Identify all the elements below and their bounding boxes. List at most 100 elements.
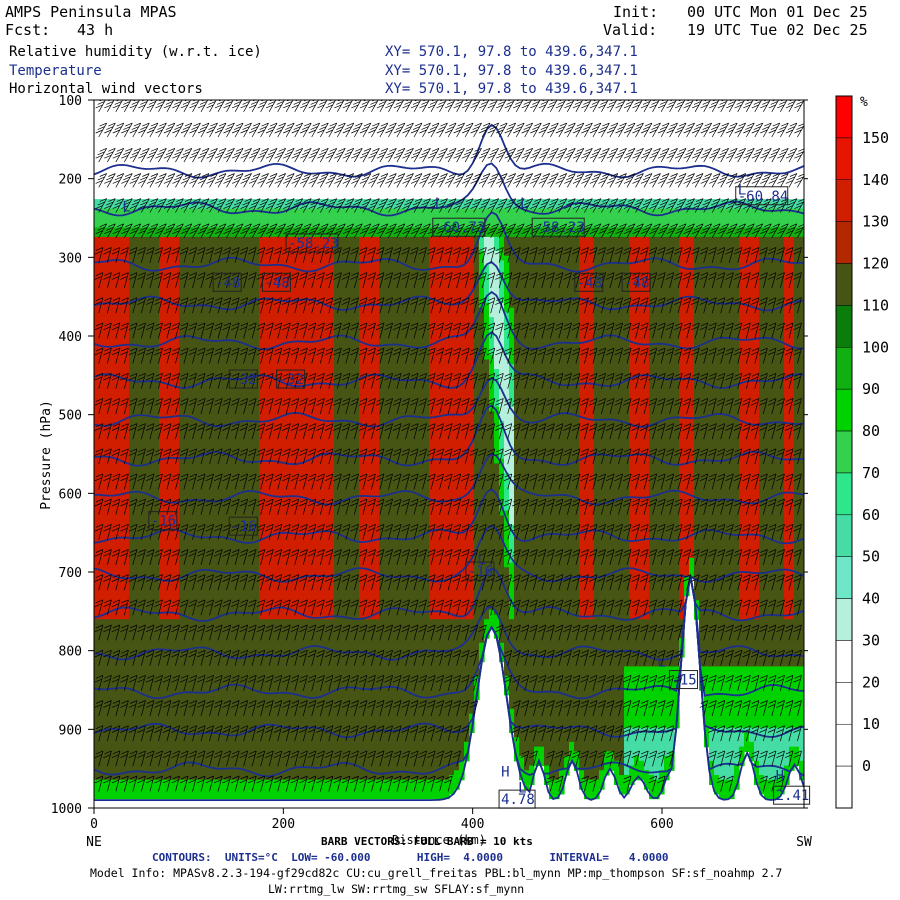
rh-cell bbox=[159, 435, 165, 441]
rh-cell bbox=[109, 708, 115, 715]
rh-cell bbox=[234, 161, 240, 167]
rh-cell bbox=[129, 623, 135, 630]
rh-cell bbox=[134, 638, 140, 644]
rh-cell bbox=[99, 369, 105, 375]
rh-cell bbox=[124, 383, 130, 389]
rh-cell bbox=[214, 133, 220, 139]
rh-cell bbox=[234, 241, 240, 247]
rh-cell bbox=[99, 137, 105, 144]
rh-cell bbox=[169, 317, 175, 323]
rh-cell bbox=[199, 109, 205, 115]
rh-cell bbox=[109, 779, 115, 785]
rh-cell bbox=[209, 746, 215, 752]
rh-cell bbox=[109, 628, 115, 634]
rh-cell bbox=[184, 633, 190, 639]
rh-cell bbox=[124, 595, 130, 601]
rh-cell bbox=[154, 406, 160, 413]
rh-cell bbox=[209, 727, 215, 734]
rh-cell bbox=[244, 718, 250, 724]
rh-cell bbox=[234, 619, 240, 625]
rh-cell bbox=[104, 109, 110, 115]
rh-cell bbox=[219, 770, 225, 776]
rh-cell bbox=[159, 218, 165, 224]
rh-cell bbox=[209, 199, 215, 205]
rh-cell bbox=[214, 557, 220, 564]
rh-cell bbox=[99, 553, 105, 559]
rh-cell bbox=[224, 444, 230, 450]
rh-cell bbox=[109, 402, 115, 408]
rh-cell bbox=[169, 170, 175, 177]
rh-cell bbox=[154, 359, 160, 365]
rh-cell bbox=[179, 534, 185, 540]
rh-cell bbox=[179, 642, 185, 649]
rh-cell bbox=[204, 595, 210, 601]
rh-cell bbox=[164, 302, 170, 309]
rh-cell bbox=[194, 746, 200, 752]
rh-cell bbox=[169, 133, 175, 139]
rh-cell bbox=[134, 265, 140, 271]
rh-cell bbox=[114, 529, 120, 535]
rh-cell bbox=[214, 463, 220, 469]
rh-cell bbox=[94, 142, 100, 148]
rh-cell bbox=[249, 170, 255, 177]
rh-cell bbox=[94, 397, 100, 403]
rh-cell bbox=[224, 100, 230, 106]
rh-cell bbox=[104, 505, 110, 512]
rh-cell bbox=[204, 685, 210, 691]
rh-cell bbox=[164, 279, 170, 285]
rh-cell bbox=[244, 392, 250, 398]
rh-cell bbox=[194, 387, 200, 394]
rh-cell bbox=[174, 227, 180, 233]
rh-cell bbox=[169, 751, 175, 757]
rh-cell bbox=[219, 354, 225, 361]
rh-cell bbox=[124, 619, 130, 625]
rh-cell bbox=[179, 515, 185, 521]
rh-cell bbox=[159, 137, 165, 144]
rh-cell bbox=[174, 718, 180, 724]
rh-cell bbox=[94, 666, 100, 672]
rh-cell bbox=[259, 340, 265, 347]
rh-cell bbox=[114, 675, 120, 682]
rh-cell bbox=[244, 213, 250, 219]
rh-cell bbox=[159, 260, 165, 266]
rh-cell bbox=[254, 557, 260, 564]
rh-cell bbox=[219, 383, 225, 389]
rh-cell bbox=[209, 406, 215, 413]
rh-cell bbox=[209, 501, 215, 507]
rh-cell bbox=[154, 756, 160, 762]
rh-cell bbox=[109, 576, 115, 583]
rh-cell bbox=[189, 387, 195, 394]
rh-cell bbox=[149, 170, 155, 177]
rh-cell bbox=[124, 529, 130, 535]
rh-cell bbox=[174, 609, 180, 616]
rh-cell bbox=[174, 765, 180, 771]
rh-cell bbox=[254, 472, 260, 479]
rh-cell bbox=[189, 581, 195, 587]
rh-cell bbox=[214, 633, 220, 639]
rh-cell bbox=[164, 765, 170, 771]
rh-cell bbox=[164, 463, 170, 469]
rh-cell bbox=[149, 406, 155, 413]
rh-cell bbox=[169, 331, 175, 337]
rh-cell bbox=[169, 397, 175, 403]
rh-cell bbox=[209, 463, 215, 469]
rh-cell bbox=[169, 241, 175, 247]
rh-cell bbox=[204, 482, 210, 488]
rh-cell bbox=[144, 529, 150, 535]
rh-cell bbox=[159, 633, 165, 639]
rh-cell bbox=[219, 241, 225, 247]
rh-cell bbox=[114, 222, 120, 229]
rh-cell bbox=[194, 180, 200, 186]
rh-cell bbox=[119, 652, 125, 658]
rh-cell bbox=[124, 373, 130, 380]
rh-cell bbox=[209, 642, 215, 649]
rh-cell bbox=[149, 350, 155, 356]
rh-cell bbox=[109, 104, 115, 111]
rh-cell bbox=[204, 557, 210, 564]
rh-cell bbox=[104, 364, 110, 370]
rh-cell bbox=[124, 600, 130, 606]
rh-cell bbox=[189, 269, 195, 276]
rh-cell bbox=[184, 685, 190, 691]
rh-cell bbox=[109, 180, 115, 186]
rh-cell bbox=[224, 317, 230, 323]
